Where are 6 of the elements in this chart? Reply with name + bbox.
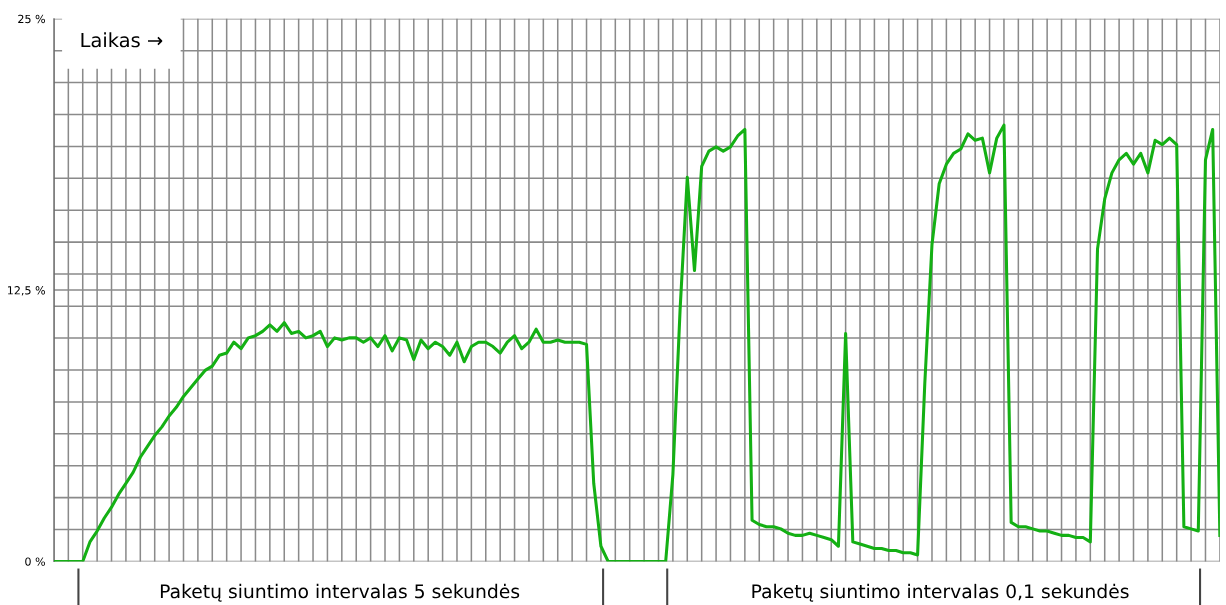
y-tick-label: 25 % [18,14,45,24]
annotation: Laikas → [81,32,163,48]
text: Paketų siuntimo intervalas 0,1 sekundės [752,583,1129,602]
y-tick-label: 0 % [25,557,45,566]
y-tick-label: 12,5 % [8,286,45,296]
text: Paketų siuntimo intervalas 5 sekundės [160,583,520,602]
